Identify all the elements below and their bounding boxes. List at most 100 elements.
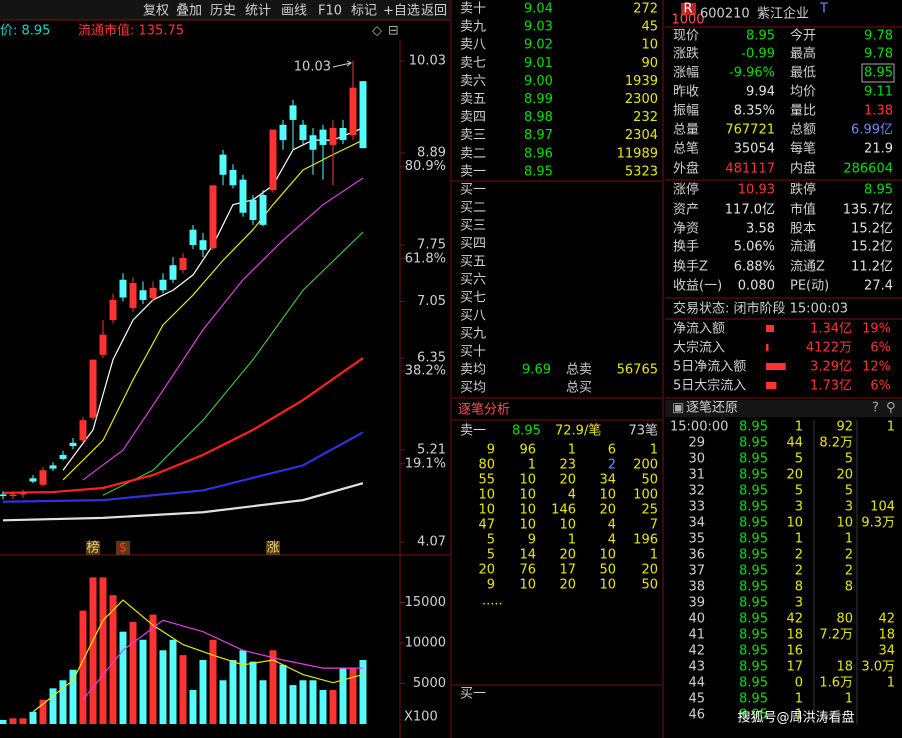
order-size: 80: [478, 458, 495, 473]
volume-bar: [49, 688, 57, 724]
order-size: 20: [478, 563, 495, 578]
icon[interactable]: ?: [872, 401, 879, 416]
order-size: 6: [608, 443, 616, 458]
sell-level: 卖一: [460, 164, 486, 179]
volume-unit: X100: [404, 710, 438, 725]
trade-cell: 8.2万: [819, 436, 853, 451]
trade-cell: 46: [688, 708, 705, 723]
sell-volume: 2304: [625, 128, 658, 143]
volume-bar: [79, 610, 87, 724]
toolbar-button[interactable]: 画线: [281, 4, 307, 19]
flow-pct: 12%: [862, 360, 891, 375]
quote-label: 流通: [790, 240, 816, 255]
trade-cell: 8.95: [739, 580, 768, 595]
event-label[interactable]: 涨: [266, 541, 279, 556]
trade-cell: 37: [688, 564, 705, 579]
level: 卖一: [460, 424, 486, 439]
event-label[interactable]: $: [119, 541, 127, 556]
trade-cell: 10: [786, 516, 803, 531]
toolbar-button[interactable]: F10: [318, 4, 342, 19]
sell-volume: 272: [633, 2, 658, 17]
trade-cell: 2: [845, 564, 853, 579]
candle-body: [169, 265, 177, 280]
section-title: 逐笔分析: [458, 402, 510, 418]
trade-cell: 45: [688, 692, 705, 707]
trade-cell: 15:00:00: [670, 420, 728, 435]
trade-cell: 80: [836, 612, 853, 627]
buy-level: 买十: [460, 345, 486, 360]
trade-cell: 9.3万: [861, 516, 895, 531]
quote-value: 15.2亿: [851, 240, 893, 255]
event-marker[interactable]: [86, 541, 100, 555]
buy-level: 买八: [460, 309, 486, 324]
toolbar-button[interactable]: 复权: [143, 3, 169, 19]
footer-level: 买一: [460, 687, 486, 702]
sell-total-value: 56765: [617, 363, 658, 378]
quote-value: 135.7亿: [843, 203, 893, 218]
buy-avg-label: 买均: [460, 381, 486, 396]
volume-tick-label: 15000: [405, 595, 446, 610]
order-size: 5: [487, 533, 495, 548]
sell-price: 9.01: [524, 56, 553, 71]
order-size: 10: [599, 488, 616, 503]
quote-label: 振幅: [673, 104, 699, 119]
sell-volume: 90: [641, 56, 658, 71]
candle-body: [309, 135, 317, 150]
trade-cell: 35: [688, 532, 705, 547]
icon[interactable]: ⊟: [388, 24, 399, 39]
section-header-bg: [665, 400, 902, 417]
order-size: 76: [519, 563, 536, 578]
flow-amount: 3.29亿: [810, 360, 852, 375]
toolbar-button[interactable]: +自选: [383, 4, 420, 19]
trade-cell: 36: [688, 548, 705, 563]
icon[interactable]: ⚲: [886, 401, 896, 416]
sell-price: 9.03: [524, 20, 553, 35]
volume-bar: [289, 685, 297, 724]
trade-cell: 44: [688, 676, 705, 691]
current-price: 价: 8.95: [0, 24, 50, 39]
flow-bar: [766, 344, 769, 351]
candle-body: [349, 87, 357, 136]
quote-label: 今开: [790, 28, 816, 44]
trade-cell: 8.95: [739, 484, 768, 499]
toolbar-button[interactable]: 返回: [421, 4, 447, 19]
trade-cell: 0: [795, 676, 803, 691]
volume-bar: [199, 660, 207, 724]
flow-pct: 19%: [862, 322, 891, 337]
trade-cell: 1: [795, 708, 803, 723]
moving-average: [82, 619, 363, 701]
trade-cell: 8: [845, 580, 853, 595]
trade-cell: 8.95: [739, 468, 768, 483]
volume-bar: [129, 621, 137, 724]
moving-average: [82, 177, 364, 481]
toolbar-button[interactable]: 历史: [210, 4, 236, 19]
event-marker[interactable]: [116, 541, 130, 555]
toolbar-button[interactable]: 叠加: [176, 4, 202, 19]
event-marker[interactable]: [266, 541, 280, 555]
badge-sub: 1000: [671, 13, 704, 28]
trade-cell: 1: [795, 532, 803, 547]
volume-bar: [319, 689, 327, 724]
sell-level: 卖六: [460, 74, 486, 89]
trade-cell: 34: [688, 516, 705, 531]
volume-bar: [229, 660, 237, 724]
order-size: 10: [519, 518, 536, 533]
volume-bar: [39, 699, 47, 724]
y-tick-label: 8.89: [417, 146, 446, 161]
badge: R: [683, 2, 692, 17]
trade-status: 交易状态: 闭市阶段 15:00:03: [673, 301, 848, 317]
icon[interactable]: ▣: [672, 401, 684, 416]
trade-cell: 92: [836, 420, 853, 435]
quote-value: 9.94: [746, 85, 775, 100]
event-label[interactable]: 榜: [86, 540, 99, 556]
toolbar-button[interactable]: 标记: [351, 4, 377, 19]
order-size: 1: [568, 443, 576, 458]
toolbar-button[interactable]: 统计: [245, 4, 271, 19]
candle-body: [239, 179, 247, 213]
sell-price: 8.97: [524, 128, 553, 143]
quote-value: 8.35%: [734, 104, 775, 119]
quote-value: 9.78: [864, 47, 893, 62]
trade-cell: 2: [795, 564, 803, 579]
volume-bar: [239, 650, 247, 724]
icon[interactable]: ◇: [372, 24, 382, 39]
